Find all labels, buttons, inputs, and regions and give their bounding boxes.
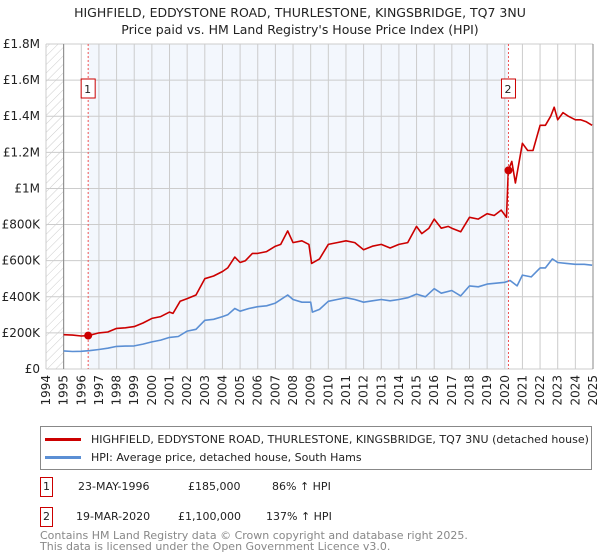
hpi-series-line [63,258,593,353]
x-tick-label: 2003 [198,375,212,406]
title-line-2: Price paid vs. HM Land Registry's House … [121,22,479,37]
y-tick-label: £600K [2,254,42,268]
y-tick-label: £800K [2,218,42,232]
x-tick-label: 2019 [480,375,494,406]
y-tick-label: £1.2M [3,145,40,159]
y-tick-label: £200K [2,326,42,340]
footer-line-1: Contains HM Land Registry data © Crown c… [40,529,468,542]
sale-marker-box [80,78,96,99]
x-tick-label: 2014 [392,375,406,406]
x-tick-label: 2015 [410,375,424,406]
price-chart: £0 £200K £400K £600K £800K £1M £1.2M £1.4M £1.6M… [2,37,600,406]
x-tick-label: 1997 [92,375,106,406]
y-tick-label: £1.4M [3,109,40,123]
transaction-price: £1,100,000 [178,510,241,523]
transaction-number: 2 [40,507,53,527]
x-tick-label: 2013 [374,375,388,406]
x-tick-label: 1999 [127,375,141,406]
pre-data-hatched-region [46,44,64,369]
sale-marker-label: 2 [504,83,511,96]
chart-legend: HIGHFIELD, EDDYSTONE ROAD, THURLESTONE, … [40,426,592,470]
transaction-hpi: 86% ↑ HPI [272,480,331,493]
sale-point [84,331,93,340]
transaction-hpi: 137% ↑ HPI [266,510,332,523]
x-tick-label: 2017 [445,375,459,406]
x-tick-label: 2020 [498,375,512,406]
x-tick-label: 2011 [339,375,353,406]
sale-marker-box [500,78,516,99]
legend-label-property: HIGHFIELD, EDDYSTONE ROAD, THURLESTONE, … [91,432,589,446]
sale-point [504,166,513,175]
x-tick-label: 2018 [462,375,476,406]
footer: Contains HM Land Registry data © Crown c… [40,530,468,552]
x-tick-label: 2004 [215,375,229,406]
ownership-shaded-region [88,44,509,369]
chart-title: HIGHFIELD, EDDYSTONE ROAD, THURLESTONE, … [0,4,600,38]
x-tick-label: 1995 [57,375,71,406]
transaction-date: 19-MAR-2020 [76,510,151,523]
x-tick-label: 2025 [586,375,600,406]
footer-line-2: This data is licensed under the Open Gov… [40,540,391,553]
x-tick-label: 2000 [145,375,159,406]
x-tick-label: 2002 [180,375,194,406]
x-tick-label: 2023 [551,375,565,406]
transaction-price: £185,000 [188,480,241,493]
y-tick-label: £0 [25,362,40,376]
legend-label-hpi: HPI: Average price, detached house, Sout… [91,450,362,464]
x-tick-label: 1998 [110,375,124,406]
transaction-number: 1 [40,477,53,497]
legend-item-hpi: HPI: Average price, detached house, Sout… [45,449,362,465]
y-tick-label: £1M [14,181,40,195]
x-tick-label: 2007 [268,375,282,406]
x-tick-label: 2010 [321,375,335,406]
x-tick-label: 2006 [251,375,265,406]
x-tick-label: 2024 [568,375,582,406]
x-tick-label: 2022 [533,375,547,406]
legend-item-property: HIGHFIELD, EDDYSTONE ROAD, THURLESTONE, … [45,431,589,447]
x-tick-label: 2009 [304,375,318,406]
x-tick-label: 1996 [74,375,88,406]
x-tick-label: 2008 [286,375,300,406]
x-tick-label: 2016 [427,375,441,406]
x-tick-label: 2001 [163,375,177,406]
transaction-date: 23-MAY-1996 [78,480,150,493]
y-tick-label: £400K [2,290,42,304]
x-tick-label: 2021 [515,375,529,406]
y-tick-label: £1.8M [3,37,40,51]
legend-swatch-blue [45,455,81,459]
sale-marker-label: 1 [84,83,91,96]
x-tick-label: 2012 [357,375,371,406]
y-tick-label: £1.6M [3,73,40,87]
property-series-line [63,106,593,337]
legend-swatch-red [45,437,81,441]
title-line-1: HIGHFIELD, EDDYSTONE ROAD, THURLESTONE, … [74,5,526,20]
x-tick-label: 1994 [39,375,53,406]
x-tick-label: 2005 [233,375,247,406]
